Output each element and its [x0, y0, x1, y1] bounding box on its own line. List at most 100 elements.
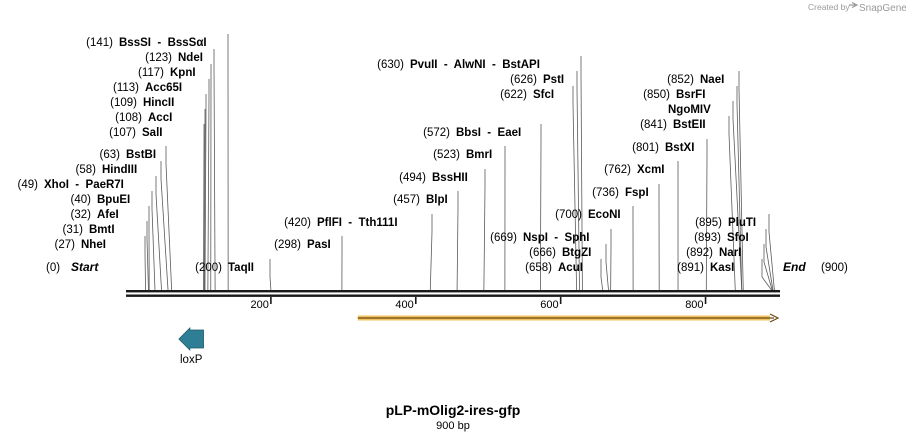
start-end-labels: (0) Start End (900) [46, 260, 848, 274]
ruler-tick-label-600: 600 [540, 299, 558, 311]
enzyme-position-kpni: (117) [138, 67, 164, 79]
enzyme-position-nspi: (669) [490, 232, 517, 244]
enzyme-position-nhei: (27) [55, 239, 76, 251]
enzyme-name-bsshii[interactable]: BssHII [432, 172, 468, 184]
enzyme-name-nspi[interactable]: NspI - SphI [523, 232, 589, 244]
enzyme-name-bmri[interactable]: BmrI [466, 149, 492, 161]
leader-ngomiv [732, 101, 743, 291]
leader-hindiii [160, 161, 169, 291]
enzyme-position-blpi: (457) [393, 194, 420, 206]
enzyme-position-bstxi: (801) [632, 142, 659, 154]
enzyme-position-sali: (107) [109, 127, 136, 139]
enzyme-name-blpi[interactable]: BlpI [426, 194, 448, 206]
backbone-top-strand [126, 290, 780, 293]
leader-xhoi [155, 176, 162, 291]
leader-kasi [761, 259, 772, 291]
enzyme-name-kasi[interactable]: KasI [710, 262, 734, 274]
enzyme-position-nari: (892) [686, 247, 713, 259]
enzyme-name-econi[interactable]: EcoNI [588, 209, 621, 221]
enzyme-name-bsssi[interactable]: BssSI - BssSαI [119, 37, 207, 49]
enzyme-position-kasi: (891) [677, 262, 704, 274]
leader-bsshii [483, 169, 486, 291]
leader-acui [600, 259, 604, 291]
enzyme-labels: (141) BssSI - BssSαI (123) NdeI (117) KpnI (11… [18, 37, 757, 274]
enzyme-name-bsteii[interactable]: BstEII [673, 119, 706, 131]
enzyme-position-bsteii: (841) [640, 119, 667, 131]
enzyme-position-pvuii: (630) [377, 59, 404, 71]
leader-taqii [269, 259, 272, 291]
enzyme-name-xcmi[interactable]: XcmI [637, 164, 665, 176]
credit-brand: SnapGene [859, 3, 906, 14]
leader-hincii [204, 94, 207, 291]
enzyme-position-bmti: (31) [63, 224, 84, 236]
ruler-ticks: 200 400 600 800 [251, 297, 707, 311]
features-track: loxP [178, 313, 780, 366]
enzyme-position-bsssi: (141) [86, 37, 113, 49]
enzyme-position-bsshii: (494) [399, 172, 426, 184]
leader-pflfi [429, 214, 433, 291]
enzyme-name-nhei[interactable]: NheI [81, 239, 106, 251]
enzyme-name-sfoi[interactable]: SfoI [727, 232, 749, 244]
enzyme-name-ndei[interactable]: NdeI [178, 52, 203, 64]
enzyme-name-hindiii[interactable]: HindIII [102, 164, 137, 176]
enzyme-name-sali[interactable]: SalI [142, 127, 162, 139]
snapgene-logo-icon [849, 1, 859, 9]
enzyme-leader-lines [144, 34, 775, 291]
backbone-bottom-strand [126, 294, 780, 297]
enzyme-position-acci: (108) [115, 112, 142, 124]
enzyme-name-pluti[interactable]: PluTI [728, 217, 756, 229]
enzyme-name-sfci[interactable]: SfcI [533, 89, 554, 101]
enzyme-position-hincii: (109) [110, 97, 137, 109]
enzyme-name-naei[interactable]: NaeI [700, 74, 724, 86]
start-label: Start [71, 260, 99, 274]
sequence-backbone [126, 290, 780, 297]
enzyme-name-afei[interactable]: AfeI [97, 209, 119, 221]
enzyme-position-acui: (658) [525, 262, 552, 274]
enzyme-name-pflfi[interactable]: PflFI - Tth111I [317, 217, 398, 229]
leader-bstbi [165, 146, 173, 291]
leader-nari [763, 244, 773, 291]
credit-prefix: Created by [808, 2, 850, 12]
enzyme-position-bpuei: (40) [71, 194, 92, 206]
feature-loxp[interactable]: loxP [178, 327, 204, 366]
enzyme-name-acc65i[interactable]: Acc65I [145, 82, 182, 94]
start-position: (0) [46, 262, 60, 274]
enzyme-position-pluti: (895) [695, 217, 722, 229]
enzyme-name-pasi[interactable]: PasI [307, 239, 331, 251]
leader-bsrfi [736, 86, 743, 291]
enzyme-position-bsrfi: (850) [643, 89, 670, 101]
end-label: End [783, 260, 806, 274]
enzyme-name-btgzi[interactable]: BtgZI [562, 247, 591, 259]
feature-orf[interactable] [357, 313, 780, 323]
leader-acc65i [207, 79, 210, 291]
orf-arrowhead-icon [769, 313, 780, 323]
enzyme-name-bstbi[interactable]: BstBI [126, 149, 156, 161]
enzyme-position-econi: (700) [555, 209, 582, 221]
enzyme-name-bpuei[interactable]: BpuEI [97, 194, 130, 206]
end-position: (900) [821, 262, 848, 274]
enzyme-position-pflfi: (420) [284, 217, 311, 229]
enzyme-name-ngomiv[interactable]: NgoMIV [668, 104, 711, 116]
enzyme-name-hincii[interactable]: HincII [143, 97, 174, 109]
leader-acci [203, 109, 206, 291]
feature-label-loxp: loxP [180, 354, 203, 366]
enzyme-name-acui[interactable]: AcuI [558, 262, 583, 274]
leader-sfoi [765, 229, 774, 291]
enzyme-name-pvuii[interactable]: PvuII - AlwNI - BstAPI [410, 59, 540, 71]
enzyme-name-bbsi[interactable]: BbsI - EaeI [456, 127, 521, 139]
ruler-tick-label-800: 800 [685, 299, 703, 311]
enzyme-name-bsrfi[interactable]: BsrFI [676, 89, 705, 101]
enzyme-name-acci[interactable]: AccI [148, 112, 172, 124]
enzyme-name-kpni[interactable]: KpnI [170, 67, 196, 79]
enzyme-position-sfci: (622) [500, 89, 527, 101]
enzyme-name-xhoi[interactable]: XhoI - PaeR7I [44, 179, 124, 191]
enzyme-name-bstxi[interactable]: BstXI [665, 142, 694, 154]
enzyme-name-taqii[interactable]: TaqII [228, 262, 254, 274]
enzyme-position-fspi: (736) [592, 187, 619, 199]
enzyme-name-fspi[interactable]: FspI [625, 187, 649, 199]
enzyme-name-bmti[interactable]: BmtI [89, 224, 115, 236]
enzyme-position-pasi: (298) [274, 239, 301, 251]
enzyme-name-nari[interactable]: NarI [719, 247, 741, 259]
enzyme-name-psti[interactable]: PstI [543, 74, 564, 86]
